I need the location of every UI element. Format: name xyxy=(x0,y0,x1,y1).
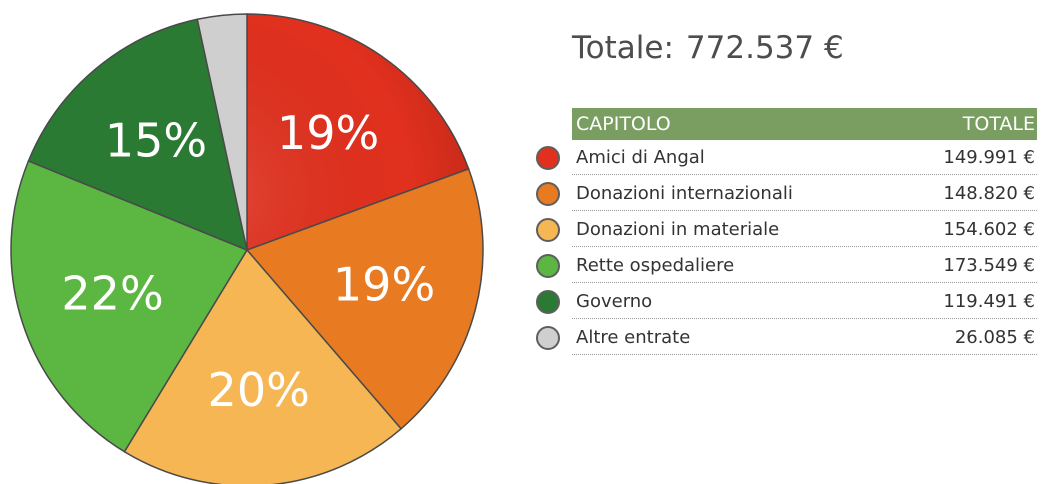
pie-slice-label-3: 20% xyxy=(208,363,310,417)
legend-value: 173.549 € xyxy=(943,254,1035,276)
legend-row: Donazioni in materiale 154.602 € xyxy=(532,212,1037,248)
total-value: 772.537 € xyxy=(685,30,844,66)
legend-header: CAPITOLO TOTALE xyxy=(572,108,1037,140)
legend-row-content: Rette ospedaliere 173.549 € xyxy=(572,248,1037,283)
legend-swatch-icon xyxy=(536,182,560,206)
pie-slice-label-4: 22% xyxy=(61,266,163,320)
legend-value: 26.085 € xyxy=(954,326,1035,348)
legend-header-total: TOTALE xyxy=(962,113,1035,135)
legend-label: Altre entrate xyxy=(576,326,691,348)
pie-slice-label-1: 19% xyxy=(277,106,379,160)
pie-slice-6 xyxy=(196,13,248,251)
pie-slice-3 xyxy=(123,248,403,484)
legend-value: 119.491 € xyxy=(943,290,1035,312)
legend-header-category: CAPITOLO xyxy=(576,113,671,135)
legend-label: Rette ospedaliere xyxy=(576,254,735,276)
legend-value: 148.820 € xyxy=(943,182,1035,204)
pie-slice-5 xyxy=(27,18,249,252)
total-summary: Totale: 772.537 € xyxy=(572,30,844,66)
legend-row-content: Donazioni in materiale 154.602 € xyxy=(572,212,1037,247)
legend-swatch-icon xyxy=(536,146,560,170)
pie-slice-label-5: 15% xyxy=(105,114,207,168)
legend-swatch-icon xyxy=(536,326,560,350)
pie-slice-4 xyxy=(10,159,249,453)
legend-row-content: Governo 119.491 € xyxy=(572,284,1037,319)
legend-label: Donazioni internazionali xyxy=(576,182,793,204)
legend-value: 154.602 € xyxy=(943,218,1035,240)
legend-table: CAPITOLO TOTALE Amici di Angal 149.991 € D… xyxy=(532,108,1037,356)
legend-row: Rette ospedaliere 173.549 € xyxy=(532,248,1037,284)
legend-row-content: Amici di Angal 149.991 € xyxy=(572,140,1037,175)
legend-label: Amici di Angal xyxy=(576,146,705,168)
legend-swatch-icon xyxy=(536,254,560,278)
pie-chart: 19% 19% 20% 22% 15% xyxy=(10,13,484,484)
legend-row-content: Donazioni internazionali 148.820 € xyxy=(572,176,1037,211)
pie-slice-label-2: 19% xyxy=(333,258,435,312)
legend-swatch-icon xyxy=(536,290,560,314)
legend-row: Amici di Angal 149.991 € xyxy=(532,140,1037,176)
legend-value: 149.991 € xyxy=(943,146,1035,168)
legend-row-content: Altre entrate 26.085 € xyxy=(572,320,1037,355)
pie-slice-2 xyxy=(245,167,484,430)
total-label: Totale: xyxy=(572,30,674,66)
legend-row: Governo 119.491 € xyxy=(532,284,1037,320)
legend-label: Governo xyxy=(576,290,653,312)
legend-row: Donazioni internazionali 148.820 € xyxy=(532,176,1037,212)
legend-swatch-icon xyxy=(536,218,560,242)
legend-row: Altre entrate 26.085 € xyxy=(532,320,1037,356)
legend-label: Donazioni in materiale xyxy=(576,218,780,240)
